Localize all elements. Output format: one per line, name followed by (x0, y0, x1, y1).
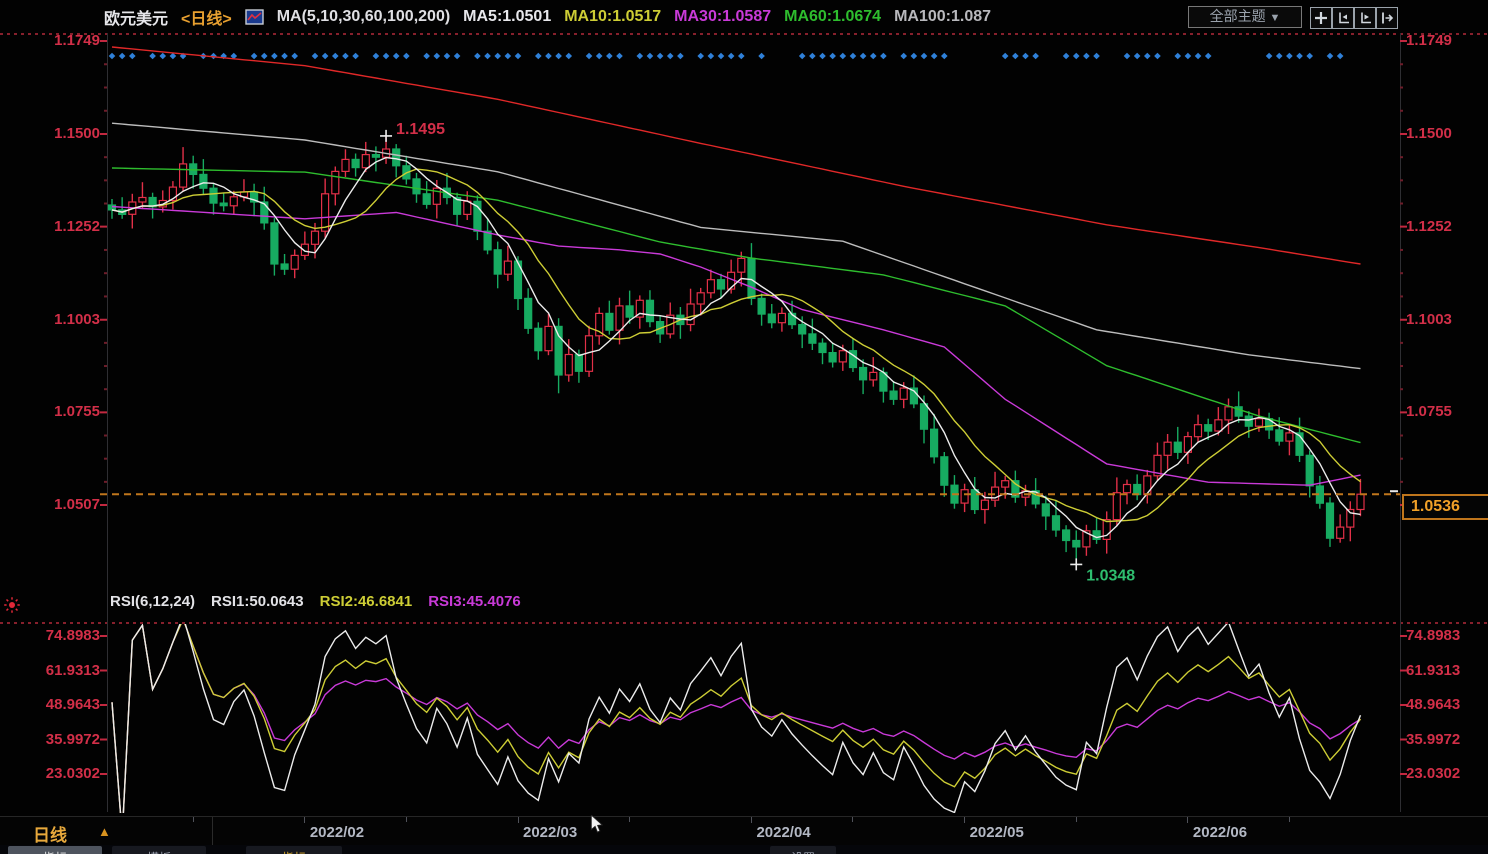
month-label: 2022/05 (969, 824, 1024, 841)
candles-layer (107, 135, 1365, 565)
pane1-top-dotted-separator (0, 33, 1488, 35)
price-axis-label-right: 1.1003 (1406, 310, 1452, 328)
price-axis-label-left: 74.8983 (45, 627, 100, 644)
ma5-value: MA5:1.0501 (463, 8, 552, 25)
theme-dropdown-label: 全部主题 (1209, 8, 1266, 24)
month-tick (1187, 817, 1189, 823)
rsi2-value: RSI2:46.6841 (319, 593, 413, 610)
ma100-value: MA100:1.087 (894, 8, 992, 25)
chart-header: 欧元美元 <日线> MA(5,10,30,60,100,200) MA5:1.0… (0, 0, 1488, 32)
mid-month-tick (852, 817, 854, 822)
ma-caption: MA(5,10,30,60,100,200) (276, 8, 451, 25)
mid-month-tick (405, 817, 407, 822)
last-price-badge: 1.0536 (1402, 494, 1488, 520)
axis-compress-left-icon[interactable] (1332, 7, 1354, 29)
annotation-1.0348: 1.0348 (1070, 558, 1135, 584)
chart-canvas[interactable]: 1.1495 1.0348 (0, 0, 1488, 816)
tab-template[interactable]: 模板 (112, 846, 206, 854)
rsi-caption: RSI(6,12,24) (110, 593, 196, 610)
mid-month-tick (192, 817, 194, 822)
ma-line-ma5 (111, 156, 1361, 539)
rsi-line-24 (111, 624, 1361, 813)
ma-line-ma200 (111, 46, 1361, 265)
event-dots-row (108, 52, 1344, 60)
ma30-value: MA30:1.0587 (674, 8, 772, 25)
period-selector[interactable]: 日线 ▲ (0, 817, 213, 846)
mid-month-tick (629, 817, 631, 822)
price-axis-label-left: 1.1252 (54, 217, 100, 235)
price-axis-label-left: 61.9313 (45, 661, 100, 679)
price-axis-label-right: 1.1500 (1406, 125, 1452, 143)
price-axis-label-left: 1.1003 (54, 310, 100, 328)
period-selector-label: 日线 (33, 826, 67, 845)
pane-shift-right-icon[interactable] (1376, 7, 1398, 29)
axis-compress-right-icon[interactable] (1354, 7, 1376, 29)
price-axis-label-left: 1.1749 (54, 32, 100, 49)
month-label: 2022/04 (756, 824, 811, 841)
bottom-tab-strip: 指标 模板 指标 设置 (0, 845, 1488, 854)
ma-line-ma30 (111, 205, 1361, 486)
ma-line-ma60 (111, 167, 1361, 444)
ma60-value: MA60:1.0674 (784, 8, 882, 25)
price-axis-label-right: 74.8983 (1406, 627, 1461, 644)
tab-settings[interactable]: 设置 (770, 846, 836, 854)
month-tick (304, 817, 306, 823)
month-tick (750, 817, 752, 823)
month-label: 2022/03 (523, 824, 578, 841)
triangle-up-icon: ▲ (98, 824, 111, 839)
price-axis-label-right: 61.9313 (1406, 661, 1461, 679)
month-label: 2022/06 (1192, 824, 1248, 841)
price-axis-label-right: 1.1749 (1406, 32, 1452, 49)
mid-month-tick (1288, 817, 1290, 822)
price-axis-label-right: 35.9972 (1406, 730, 1461, 748)
price-axis-label-left: 1.0755 (54, 403, 100, 421)
rsi-line-6 (111, 624, 1362, 813)
ma-line-ma100 (111, 122, 1361, 370)
date-axis-strip: 日线 ▲ 2022/02 2022/03 2022/04 2022/05 2022/06 (0, 815, 1488, 846)
price-axis-label-right: 1.1252 (1406, 217, 1452, 235)
indicator-sun-icon[interactable] (3, 596, 21, 619)
plot-frame (107, 33, 1401, 812)
svg-text:1.1495: 1.1495 (396, 121, 445, 138)
symbol-name: 欧元美元 (104, 11, 169, 28)
ma-line-ma10 (111, 168, 1361, 523)
ma10-value: MA10:1.0517 (564, 8, 662, 25)
theme-dropdown-button[interactable]: 全部主题 ▼ (1188, 6, 1302, 28)
price-axis-label-left: 1.1500 (54, 125, 100, 143)
price-axis-label-right: 1.0755 (1406, 403, 1452, 421)
rsi1-value: RSI1:50.0643 (211, 593, 304, 610)
price-axis-label-right: 48.9643 (1406, 696, 1461, 713)
tab-indicator-2[interactable]: 指标 (246, 846, 342, 854)
price-axis-label-right: 23.0302 (1406, 765, 1461, 783)
annotation-1.1495: 1.1495 (380, 121, 445, 142)
move-icon[interactable] (1310, 7, 1332, 29)
svg-text:1.0348: 1.0348 (1086, 567, 1135, 584)
month-tick (964, 817, 966, 823)
period-tag: <日线> (181, 11, 232, 28)
pane2-top-dotted-separator (0, 622, 1488, 624)
price-axis-label-left: 35.9972 (45, 730, 100, 748)
mid-month-tick (1075, 817, 1077, 822)
price-axis-label-left: 23.0302 (45, 765, 100, 783)
mouse-cursor-icon (590, 815, 604, 833)
mini-chart-icon (245, 9, 264, 25)
price-axis-label-left: 1.0507 (54, 496, 100, 513)
price-axis-label-left: 48.9643 (45, 696, 100, 713)
month-tick (517, 817, 519, 823)
month-label: 2022/02 (309, 824, 365, 841)
rsi3-value: RSI3:45.4076 (428, 593, 521, 610)
tab-indicator-1[interactable]: 指标 (8, 846, 102, 854)
chevron-down-icon: ▼ (1269, 12, 1281, 24)
rsi-line-12 (111, 624, 1362, 813)
rsi-header: RSI(6,12,24) RSI1:50.0643 RSI2:46.6841 R… (110, 593, 521, 610)
